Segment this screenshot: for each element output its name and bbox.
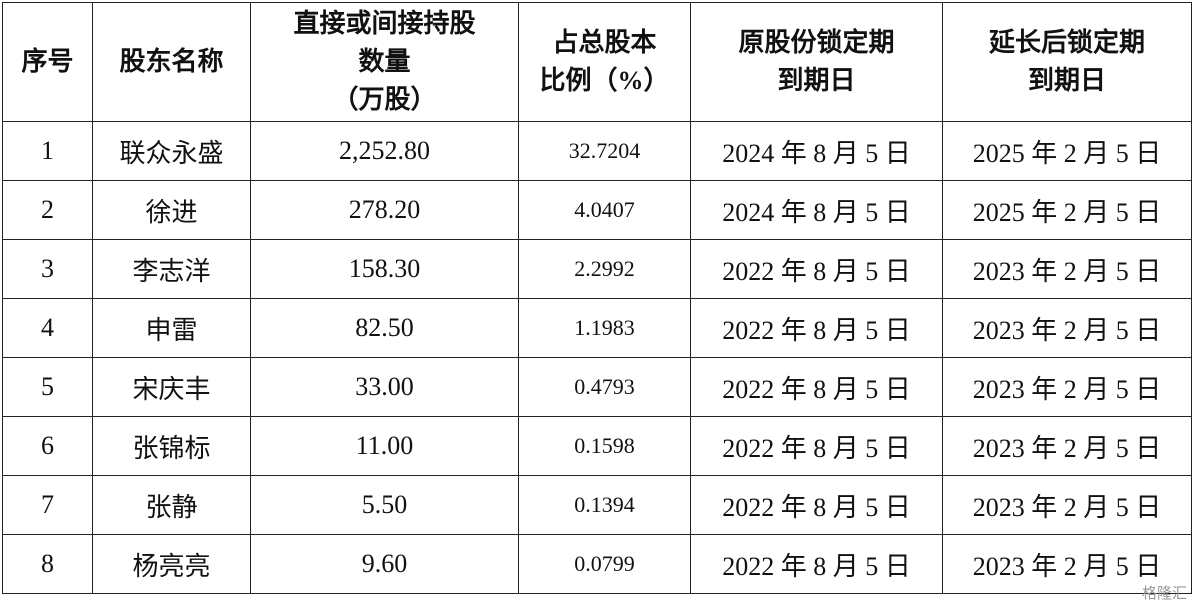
table-cell: 1.1983 (518, 298, 691, 358)
table-cell: 3 (2, 239, 93, 299)
table-cell: 张静 (92, 475, 251, 535)
table-cell: 2023 年 2 月 5 日 (942, 416, 1192, 476)
table-cell: 0.4793 (518, 357, 691, 417)
table-row: 2 徐进 278.20 4.0407 2024 年 8 月 5 日 2025 年 2 月 … (2, 180, 1192, 240)
table-cell: 9.60 (250, 534, 519, 594)
header-cell: 原股份锁定期 到期日 (690, 2, 943, 122)
header-row: 序号 股东名称 直接或间接持股 数量 （万股） 占总股本 比例（%） 原股份锁定期 到期日 延长后… (2, 2, 1192, 122)
table-row: 1 联众永盛 2,252.80 32.7204 2024 年 8 月 5 日 2025 年… (2, 121, 1192, 181)
header-cell: 序号 (2, 2, 93, 122)
table-cell: 徐进 (92, 180, 251, 240)
header-line: 比例（%） (539, 66, 670, 95)
table-cell: 2023 年 2 月 5 日 (942, 475, 1192, 535)
table-cell: 2022 年 8 月 5 日 (690, 475, 943, 535)
table-cell: 5 (2, 357, 93, 417)
header-line: 原股份锁定期 (738, 28, 895, 57)
table-cell: 11.00 (250, 416, 519, 476)
header-line: 占总股本 (552, 28, 657, 57)
header-cell: 延长后锁定期 到期日 (942, 2, 1192, 122)
table-cell: 2.2992 (518, 239, 691, 299)
table-cell: 2023 年 2 月 5 日 (942, 534, 1192, 594)
header-cell: 占总股本比例（%） (518, 2, 691, 122)
table-cell: 2022 年 8 月 5 日 (690, 298, 943, 358)
table-cell: 82.50 (250, 298, 519, 358)
table-cell: 李志洋 (92, 239, 251, 299)
table-cell: 申雷 (92, 298, 251, 358)
table-cell: 0.1598 (518, 416, 691, 476)
table-cell: 4.0407 (518, 180, 691, 240)
header-cell: 股东名称 (92, 2, 251, 122)
table-row: 7 张静 5.50 0.1394 2022 年 8 月 5 日 2023 年 2 月 5 … (2, 475, 1192, 535)
table-cell: 5.50 (250, 475, 519, 535)
table-cell: 2 (2, 180, 93, 240)
table-cell: 2025 年 2 月 5 日 (942, 121, 1192, 181)
table-cell: 张锦标 (92, 416, 251, 476)
header-line: 数量 (358, 47, 411, 76)
table-cell: 2024 年 8 月 5 日 (690, 121, 943, 181)
table-cell: 联众永盛 (92, 121, 251, 181)
table-cell: 2024 年 8 月 5 日 (690, 180, 943, 240)
table-cell: 2022 年 8 月 5 日 (690, 357, 943, 417)
table-row: 3 李志洋 158.30 2.2992 2022 年 8 月 5 日 2023 年 2 月… (2, 239, 1192, 299)
table-cell: 8 (2, 534, 93, 594)
table-cell: 杨亮亮 (92, 534, 251, 594)
header-line: 延长后锁定期 (988, 28, 1145, 57)
table-cell: 278.20 (250, 180, 519, 240)
table-row: 5 宋庆丰 33.00 0.4793 2022 年 8 月 5 日 2023 年 2 月 … (2, 357, 1192, 417)
table-cell: 6 (2, 416, 93, 476)
table-cell: 2023 年 2 月 5 日 (942, 239, 1192, 299)
table-cell: 2023 年 2 月 5 日 (942, 298, 1192, 358)
table-cell: 158.30 (250, 239, 519, 299)
table-cell: 0.0799 (518, 534, 691, 594)
table-cell: 2022 年 8 月 5 日 (690, 534, 943, 594)
header-line: 到期日 (1027, 66, 1106, 95)
header-line: （万股） (332, 85, 437, 114)
header-cell: 直接或间接持股 数量 （万股） (250, 2, 519, 122)
table-cell: 宋庆丰 (92, 357, 251, 417)
table-cell: 1 (2, 121, 93, 181)
table-cell: 2022 年 8 月 5 日 (690, 416, 943, 476)
table-cell: 2022 年 8 月 5 日 (690, 239, 943, 299)
watermark: 格隆汇 (1141, 584, 1187, 602)
table-cell: 33.00 (250, 357, 519, 417)
table-cell: 2,252.80 (250, 121, 519, 181)
header-line: 序号 (21, 47, 74, 76)
table-cell: 32.7204 (518, 121, 691, 181)
table-cell: 2023 年 2 月 5 日 (942, 357, 1192, 417)
table-cell: 7 (2, 475, 93, 535)
lock-table: 序号 股东名称 直接或间接持股 数量 （万股） 占总股本 比例（%） 原股份锁定期 到期日 延长后… (2, 2, 1192, 594)
table-cell: 2025 年 2 月 5 日 (942, 180, 1192, 240)
table-row: 6 张锦标 11.00 0.1598 2022 年 8 月 5 日 2023 年 2 月 … (2, 416, 1192, 476)
header-line: 股东名称 (119, 47, 224, 76)
table-row: 8 杨亮亮 9.60 0.0799 2022 年 8 月 5 日 2023 年 2 月 5… (2, 534, 1192, 594)
header-line: 到期日 (777, 66, 856, 95)
table-row: 4 申雷 82.50 1.1983 2022 年 8 月 5 日 2023 年 2 月 5… (2, 298, 1192, 358)
header-line: 直接或间接持股 (293, 9, 476, 38)
table-cell: 4 (2, 298, 93, 358)
table-cell: 0.1394 (518, 475, 691, 535)
table-body: 1 联众永盛 2,252.80 32.7204 2024 年 8 月 5 日 2025 年… (2, 121, 1192, 594)
